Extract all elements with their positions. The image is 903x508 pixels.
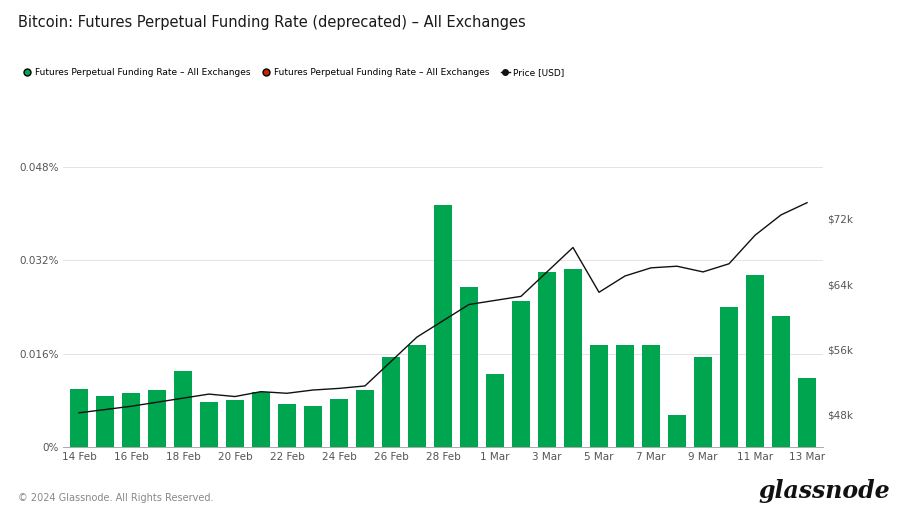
Bar [459,287,478,447]
Bar [407,345,426,447]
Bar [589,345,608,447]
Bar [330,399,348,447]
Bar [745,275,764,447]
Bar [173,371,192,447]
Bar [147,390,166,447]
Bar [719,307,738,447]
Bar [667,415,685,447]
Bar [771,316,789,447]
Bar [96,396,114,447]
Bar [433,205,452,447]
Bar [511,301,530,447]
Bar [355,390,374,447]
Bar [537,272,555,447]
Bar [381,357,400,447]
Text: glassnode: glassnode [758,479,889,503]
Bar [615,345,634,447]
Legend: Futures Perpetual Funding Rate – All Exchanges, Futures Perpetual Funding Rate –: Futures Perpetual Funding Rate – All Exc… [23,68,563,77]
Bar [70,389,88,447]
Bar [641,345,659,447]
Bar [693,357,712,447]
Bar [303,406,322,447]
Bar [277,404,296,447]
Bar [121,393,140,447]
Bar [485,374,504,447]
Bar [200,401,218,447]
Text: © 2024 Glassnode. All Rights Reserved.: © 2024 Glassnode. All Rights Reserved. [18,493,213,503]
Text: Bitcoin: Futures Perpetual Funding Rate (deprecated) – All Exchanges: Bitcoin: Futures Perpetual Funding Rate … [18,15,526,30]
Bar [563,269,582,447]
Bar [251,392,270,447]
Bar [796,378,815,447]
Bar [226,400,244,447]
